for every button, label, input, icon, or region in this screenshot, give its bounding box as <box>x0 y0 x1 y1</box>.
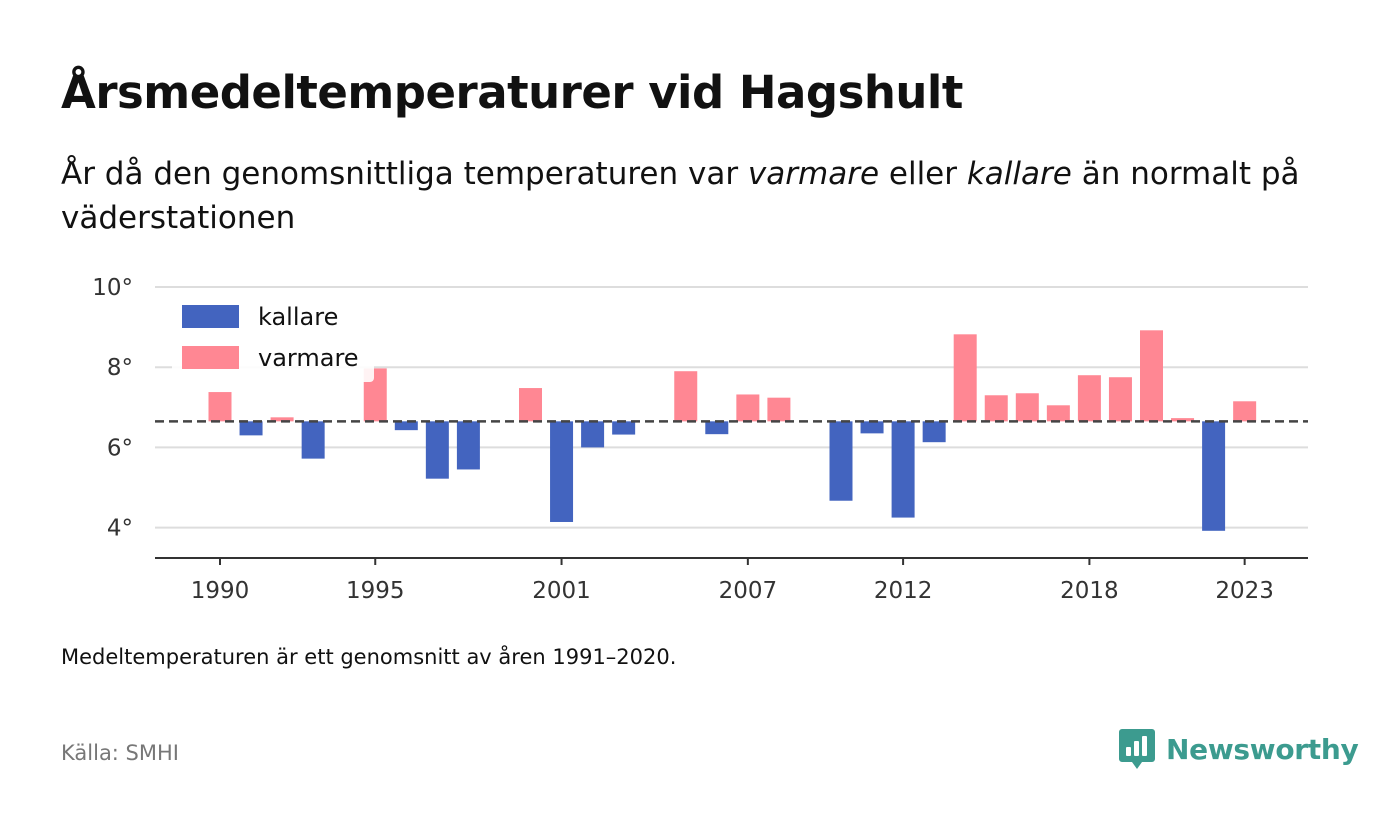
bar-1998 <box>456 421 480 470</box>
legend-label-varmare: varmare <box>258 344 359 372</box>
bar-2008 <box>767 397 791 422</box>
bar-2018 <box>1077 375 1101 422</box>
bars <box>155 330 1308 531</box>
bar-1993 <box>301 421 325 459</box>
chart-title: Årsmedeltemperaturer vid Hagshult <box>61 66 963 119</box>
bar-2019 <box>1108 377 1132 422</box>
bar-2003 <box>612 421 636 435</box>
bar-2005 <box>674 371 698 422</box>
newsworthy-logo-icon <box>1119 729 1155 769</box>
footnote: Medeltemperaturen är ett genomsnitt av å… <box>61 645 677 669</box>
bar-2020 <box>1140 330 1163 422</box>
bar-2013 <box>922 421 946 443</box>
source-credit: Källa: SMHI <box>61 741 179 765</box>
brand-name: Newsworthy <box>1166 732 1359 766</box>
temperature-bar-chart: 4° 6° 8° 10° 1990 1995 2001 2007 2012 2018 2023 ka… <box>92 275 1308 604</box>
y-tick-label: 6° <box>107 435 133 461</box>
x-tick-label: 2001 <box>532 578 591 604</box>
brand-logo: Newsworthy <box>1118 727 1359 771</box>
grid-lines <box>155 286 1308 529</box>
bar-1991 <box>239 421 263 436</box>
x-tick-label: 2012 <box>874 578 933 604</box>
x-tick-label: 2023 <box>1215 578 1274 604</box>
y-tick-label: 4° <box>107 516 133 542</box>
subtitle-part: eller <box>879 156 967 192</box>
axes: 4° 6° 8° 10° 1990 1995 2001 2007 2012 2018 2023 <box>92 275 1308 604</box>
bar-2016 <box>1015 393 1039 422</box>
bar-1996 <box>394 421 418 431</box>
legend-label-kallare: kallare <box>258 303 338 331</box>
bar-2006 <box>705 421 729 435</box>
x-tick-label: 2018 <box>1060 578 1119 604</box>
bar-2011 <box>860 421 884 434</box>
bar-2001 <box>550 421 574 522</box>
bar-2012 <box>891 421 915 518</box>
subtitle-cold-word: kallare <box>966 156 1072 192</box>
y-tick-label: 8° <box>107 355 133 381</box>
bar-2002 <box>581 421 605 448</box>
bar-2017 <box>1046 405 1070 422</box>
y-tick-label: 10° <box>92 275 133 301</box>
bar-2015 <box>984 395 1008 422</box>
legend: kallare varmare <box>172 290 374 382</box>
bar-2023 <box>1233 401 1257 422</box>
bar-2010 <box>829 421 853 501</box>
bar-2000 <box>519 388 542 422</box>
bar-2007 <box>736 394 760 422</box>
chart-subtitle: År då den genomsnittliga temperaturen va… <box>61 152 1341 240</box>
bar-2021 <box>1171 418 1195 422</box>
bar-1990 <box>208 392 232 422</box>
x-tick-label: 1990 <box>191 578 250 604</box>
bar-1992 <box>270 417 294 422</box>
bar-1997 <box>425 421 449 479</box>
bar-2014 <box>953 334 977 422</box>
subtitle-part: År då den genomsnittliga temperaturen va… <box>61 156 748 192</box>
bar-2022 <box>1202 421 1226 531</box>
x-tick-label: 1995 <box>346 578 405 604</box>
legend-swatch-kallare <box>182 305 239 328</box>
x-tick-label: 2007 <box>719 578 778 604</box>
legend-swatch-varmare <box>182 346 239 369</box>
subtitle-warm-word: varmare <box>747 156 880 192</box>
subtitle-part: än normalt på väderstationen <box>61 156 1300 236</box>
